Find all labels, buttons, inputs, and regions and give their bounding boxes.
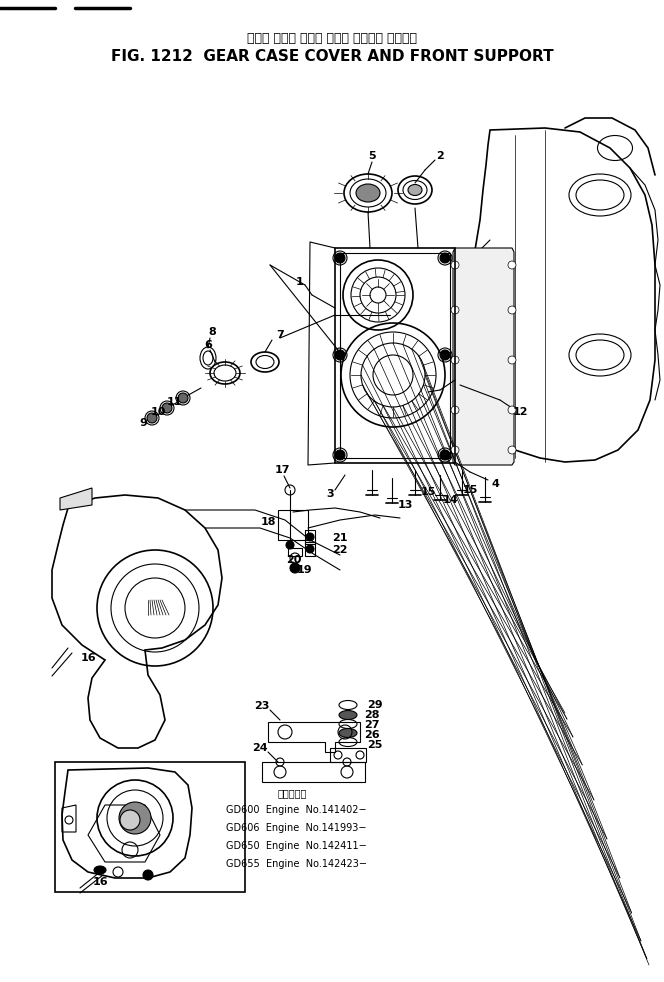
Circle shape — [119, 802, 151, 834]
Text: GD606  Engine  No.141993−: GD606 Engine No.141993− — [226, 823, 367, 833]
Polygon shape — [60, 488, 92, 510]
Text: GD600  Engine  No.141402−: GD600 Engine No.141402− — [226, 805, 367, 815]
Circle shape — [120, 810, 140, 830]
Bar — [305, 542, 315, 556]
Text: 適用番号：: 適用番号： — [278, 788, 307, 798]
Text: 12: 12 — [512, 407, 528, 417]
Ellipse shape — [408, 185, 422, 195]
Bar — [55, 762, 245, 892]
Circle shape — [508, 406, 516, 414]
Text: 1: 1 — [296, 277, 304, 287]
Text: 22: 22 — [332, 545, 348, 555]
Circle shape — [306, 533, 314, 541]
Text: 18: 18 — [260, 517, 276, 527]
Text: 7: 7 — [276, 330, 284, 340]
Circle shape — [508, 356, 516, 364]
Text: 10: 10 — [150, 407, 166, 417]
Circle shape — [508, 306, 516, 314]
Circle shape — [335, 253, 345, 263]
Ellipse shape — [339, 729, 357, 737]
Circle shape — [440, 350, 450, 360]
Circle shape — [335, 450, 345, 460]
Text: 15: 15 — [420, 487, 436, 497]
Circle shape — [143, 870, 153, 880]
Text: ギヤー ケース カバー および フロント サポート: ギヤー ケース カバー および フロント サポート — [247, 31, 417, 44]
Text: 6: 6 — [204, 340, 212, 350]
Text: 5: 5 — [368, 151, 376, 161]
Circle shape — [440, 450, 450, 460]
Circle shape — [508, 261, 516, 269]
Text: 9: 9 — [139, 418, 147, 428]
Text: GD650  Engine  No.142411−: GD650 Engine No.142411− — [226, 841, 367, 851]
Circle shape — [440, 253, 450, 263]
Bar — [305, 530, 315, 544]
Text: 17: 17 — [274, 465, 290, 475]
Circle shape — [290, 563, 300, 573]
Ellipse shape — [356, 184, 380, 202]
Ellipse shape — [94, 866, 106, 874]
Text: 19: 19 — [297, 565, 313, 575]
Circle shape — [162, 403, 172, 413]
Bar — [340, 253, 450, 458]
Circle shape — [508, 446, 516, 454]
Text: 29: 29 — [367, 700, 383, 710]
Text: 21: 21 — [332, 533, 348, 543]
Circle shape — [178, 393, 188, 403]
Circle shape — [451, 406, 459, 414]
Bar — [288, 548, 302, 556]
Text: 28: 28 — [365, 710, 380, 720]
Circle shape — [451, 261, 459, 269]
Text: 2: 2 — [436, 151, 444, 161]
Circle shape — [451, 446, 459, 454]
Polygon shape — [453, 248, 514, 465]
Circle shape — [451, 356, 459, 364]
Text: 15: 15 — [462, 485, 477, 495]
Text: 4: 4 — [491, 479, 499, 489]
Bar — [335, 248, 455, 463]
Text: 20: 20 — [286, 555, 301, 565]
Bar — [330, 748, 366, 762]
Text: 26: 26 — [364, 730, 380, 740]
Text: 16: 16 — [92, 877, 108, 887]
Text: 24: 24 — [252, 743, 268, 753]
Circle shape — [335, 350, 345, 360]
Circle shape — [306, 545, 314, 553]
Circle shape — [286, 541, 294, 549]
Text: 14: 14 — [442, 495, 457, 505]
Text: 16: 16 — [80, 653, 96, 663]
Ellipse shape — [339, 711, 357, 720]
Circle shape — [147, 413, 157, 423]
Text: 25: 25 — [367, 740, 382, 750]
Circle shape — [451, 306, 459, 314]
Text: 11: 11 — [166, 397, 182, 407]
Text: GD655  Engine  No.142423−: GD655 Engine No.142423− — [226, 859, 367, 869]
Text: 27: 27 — [365, 720, 380, 730]
Text: 13: 13 — [397, 500, 413, 510]
Text: 3: 3 — [326, 489, 334, 499]
Text: FIG. 1212  GEAR CASE COVER AND FRONT SUPPORT: FIG. 1212 GEAR CASE COVER AND FRONT SUPP… — [111, 48, 553, 64]
Text: 23: 23 — [254, 701, 270, 711]
Text: 8: 8 — [208, 327, 216, 337]
